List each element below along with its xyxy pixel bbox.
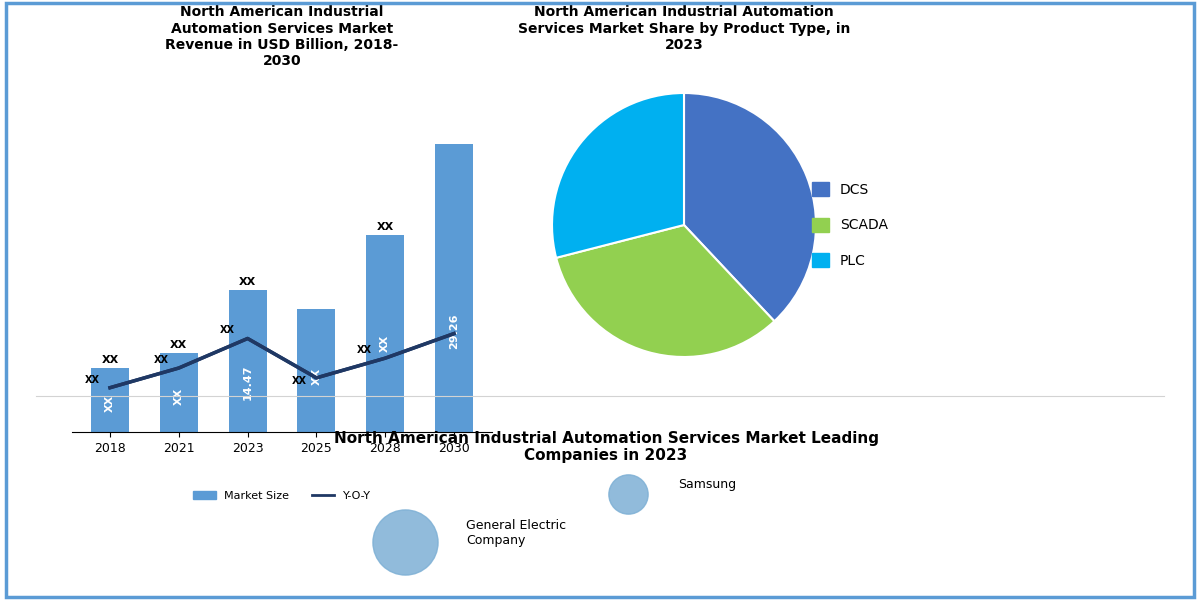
Text: North American Industrial Automation Services Market Leading
Companies in 2023: North American Industrial Automation Ser…	[334, 431, 878, 463]
Text: XX: XX	[170, 340, 187, 350]
Title: North American Industrial Automation
Services Market Share by Product Type, in
2: North American Industrial Automation Ser…	[518, 5, 850, 52]
Bar	[366, 235, 404, 432]
Bar	[160, 353, 198, 432]
Wedge shape	[556, 225, 774, 357]
Text: XX: XX	[154, 355, 169, 365]
Text: XX: XX	[377, 222, 394, 232]
Legend: DCS, SCADA, PLC: DCS, SCADA, PLC	[806, 176, 893, 274]
Text: 14.47: 14.47	[242, 364, 253, 400]
Text: XX: XX	[220, 325, 234, 335]
Bar	[436, 144, 473, 432]
Bar	[91, 368, 128, 432]
Text: XX: XX	[106, 395, 115, 412]
Wedge shape	[684, 93, 816, 321]
Point	[396, 538, 415, 547]
Text: XX: XX	[101, 355, 119, 365]
Text: General Electric
Company: General Electric Company	[467, 519, 566, 547]
Wedge shape	[552, 93, 684, 258]
Bar	[298, 309, 335, 432]
Text: XX: XX	[311, 368, 322, 385]
Text: XX: XX	[380, 335, 390, 352]
Text: XX: XX	[174, 388, 184, 405]
Text: XX: XX	[358, 345, 372, 355]
Text: Samsung: Samsung	[678, 478, 737, 491]
Bar	[229, 290, 266, 432]
Title: North American Industrial
Automation Services Market
Revenue in USD Billion, 201: North American Industrial Automation Ser…	[166, 5, 398, 68]
Text: XX: XX	[292, 376, 307, 386]
Legend: Market Size, Y-O-Y: Market Size, Y-O-Y	[188, 487, 376, 506]
Text: 29.26: 29.26	[449, 313, 458, 349]
Text: XX: XX	[85, 375, 101, 385]
Point	[619, 490, 638, 499]
Text: XX: XX	[239, 277, 257, 287]
